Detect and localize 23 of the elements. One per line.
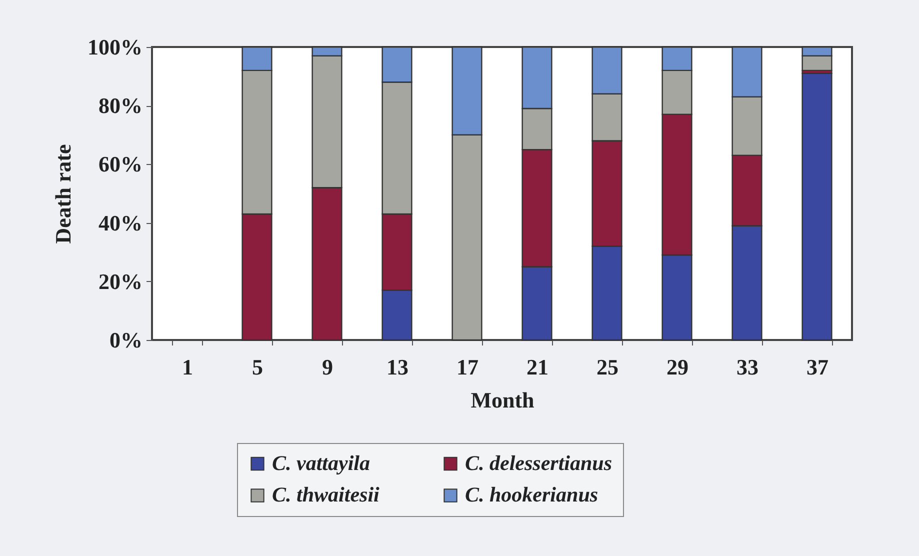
y-tick-label: 40%: [98, 210, 142, 236]
x-tick-label: 29: [666, 354, 688, 380]
x-tick-label: 21: [526, 354, 548, 380]
y-tick-label: 20%: [98, 268, 142, 294]
legend-label: C. delessertianus: [465, 450, 612, 475]
x-tick-label: 17: [456, 354, 478, 380]
y-axis-title: Death rate: [50, 144, 76, 244]
y-tick-label: 60%: [98, 152, 142, 177]
y-tick-label: 0%: [110, 328, 142, 352]
x-axis-title: Month: [470, 388, 534, 412]
x-tick-label: 5: [252, 354, 263, 380]
x-tick-label: 25: [596, 354, 618, 380]
legend-label: C. hookerianus: [465, 482, 598, 506]
legend-label: C. vattayila: [272, 450, 370, 475]
y-tick-label: 80%: [98, 93, 142, 118]
bar: [802, 72, 832, 341]
x-tick-label: 13: [386, 354, 408, 380]
x-tick-label: 9: [322, 354, 333, 380]
y-tick-label: 100%: [88, 34, 142, 60]
legend-label: C. thwaitesii: [272, 482, 380, 506]
x-tick-label: 33: [736, 354, 758, 380]
x-tick-label: 1: [182, 354, 193, 380]
x-tick-label: 37: [806, 354, 828, 380]
